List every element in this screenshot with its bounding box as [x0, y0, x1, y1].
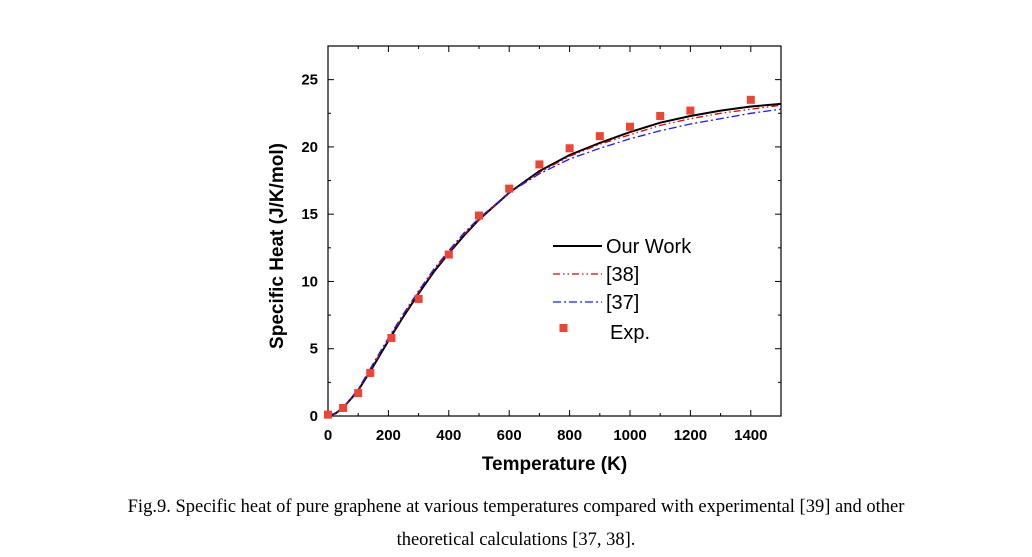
series-line-37 [327, 108, 782, 417]
exp-markers [324, 95, 755, 419]
plot-frame [327, 45, 782, 417]
series-lines [327, 102, 782, 417]
x-tick-label: 400 [436, 427, 461, 444]
axis-ticks [327, 46, 781, 417]
legend-label-38: [38] [606, 264, 639, 286]
exp-data-point [444, 250, 453, 259]
x-axis-title: Temperature (K) [482, 454, 627, 475]
y-tick-label: 0 [310, 408, 318, 425]
y-tick-label: 15 [301, 206, 318, 223]
exp-data-point [339, 403, 348, 412]
legend: Our Work [38] [37] Exp. [553, 236, 692, 344]
plot-border [327, 45, 782, 417]
exp-data-point [505, 184, 514, 193]
exp-data-point [354, 389, 363, 398]
y-tick-label: 20 [301, 139, 318, 156]
y-tick-label: 25 [301, 72, 318, 89]
y-axis-title: Specific Heat (J/K/mol) [267, 143, 288, 349]
exp-data-point [565, 144, 574, 153]
series-line-our-work [327, 102, 782, 417]
exp-data-point [626, 122, 634, 131]
y-tick-label: 10 [301, 273, 318, 290]
figure-caption-line-2: theoretical calculations [37, 38]. [396, 530, 636, 550]
exp-data-point [746, 95, 755, 104]
exp-data-point [686, 106, 695, 115]
x-tick-label: 200 [376, 427, 401, 444]
tick-labels: 0 200 400 600 800 1000 1200 1400 0 5 10 15 20 25 [301, 72, 767, 444]
exp-data-point [324, 410, 332, 419]
y-tick-label: 5 [310, 341, 318, 358]
x-tick-label: 1400 [734, 427, 767, 444]
exp-data-point [414, 294, 423, 303]
x-tick-label: 600 [497, 427, 522, 444]
exp-data-point [656, 111, 665, 120]
exp-data-point [595, 132, 604, 141]
exp-data-point [535, 160, 544, 169]
exp-data-point [387, 333, 396, 342]
legend-label-37: [37] [606, 292, 639, 314]
x-tick-label: 1200 [674, 427, 707, 444]
exp-data-point [366, 368, 375, 377]
legend-label-exp: Exp. [610, 322, 650, 344]
specific-heat-chart: 0 200 400 600 800 1000 1200 1400 0 5 10 15 20 25 Our … [267, 45, 782, 475]
legend-label-our-work: Our Work [606, 236, 692, 258]
x-tick-label: 800 [557, 427, 582, 444]
figure-caption-line-1: Fig.9. Specific heat of pure graphene at… [127, 497, 905, 517]
x-tick-label: 0 [324, 427, 332, 444]
exp-data-point [475, 211, 483, 220]
x-tick-label: 1000 [613, 427, 646, 444]
legend-marker-exp [559, 324, 568, 332]
series-line-38 [327, 104, 782, 417]
